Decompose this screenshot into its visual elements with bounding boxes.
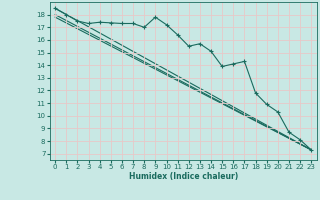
X-axis label: Humidex (Indice chaleur): Humidex (Indice chaleur): [129, 172, 238, 181]
